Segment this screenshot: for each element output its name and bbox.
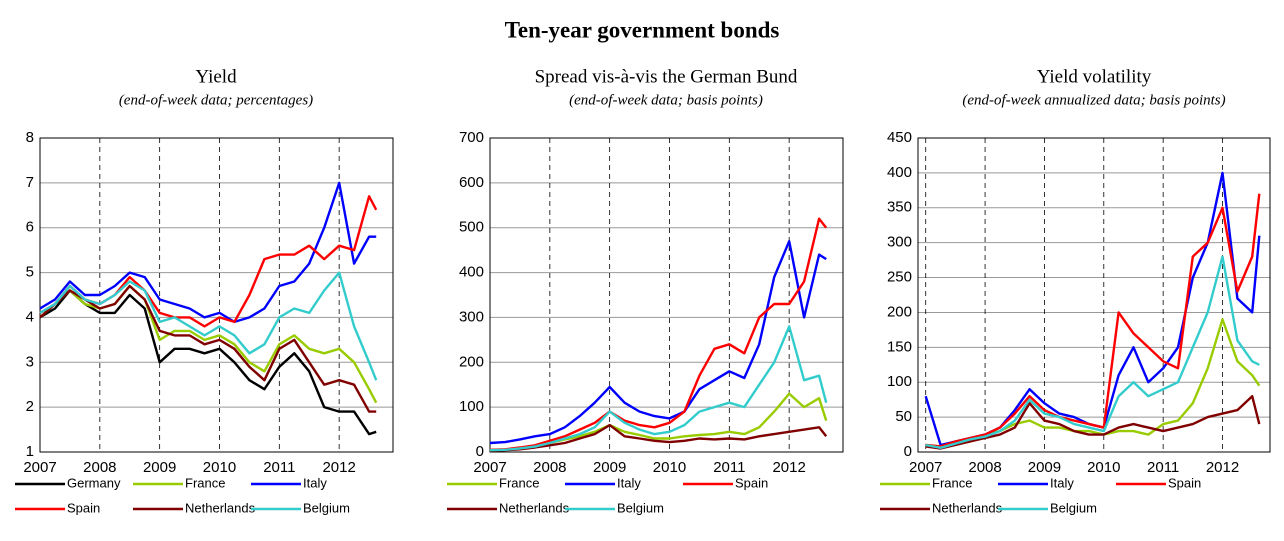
x-tick-label: 2011	[263, 459, 295, 476]
x-tick-label: 2008	[968, 459, 1001, 476]
legend-label: Spain	[1168, 475, 1201, 490]
y-tick-label: 300	[459, 308, 484, 325]
y-tick-label: 0	[476, 443, 484, 460]
y-tick-label: 100	[459, 398, 484, 415]
y-tick-label: 4	[26, 308, 34, 325]
legend-label: Germany	[67, 475, 121, 490]
legend-label: France	[932, 475, 972, 490]
plot-frame	[489, 137, 844, 453]
plot-frame	[917, 137, 1271, 453]
y-tick-label: 8	[26, 129, 34, 146]
x-tick-label: 2009	[593, 459, 626, 476]
y-tick-label: 400	[887, 164, 912, 181]
legend-label: Italy	[303, 475, 327, 490]
x-tick-label: 2009	[1028, 459, 1061, 476]
x-tick-label: 2009	[143, 459, 176, 476]
legend-label: Belgium	[1050, 500, 1097, 515]
y-tick-label: 5	[26, 264, 34, 281]
y-tick-label: 2	[26, 398, 34, 415]
series-line	[39, 284, 377, 413]
y-tick-label: 200	[887, 303, 912, 320]
legend-label: Netherlands	[185, 500, 256, 515]
legend-label: Spain	[735, 475, 768, 490]
legend-label: Italy	[1050, 475, 1074, 490]
x-tick-label: 2012	[772, 459, 805, 476]
series-line	[489, 240, 827, 445]
chart-title: Spread vis-à-vis the German Bund	[535, 66, 798, 87]
chart-subtitle: (end-of-week data; percentages)	[119, 92, 313, 108]
y-tick-label: 50	[895, 408, 912, 425]
legend-label: Belgium	[617, 500, 664, 515]
y-tick-label: 1	[26, 443, 34, 460]
x-tick-label: 2008	[83, 459, 116, 476]
y-tick-label: 3	[26, 353, 34, 370]
y-tick-label: 250	[887, 269, 912, 286]
chart-subtitle: (end-of-week annualized data; basis poin…	[962, 92, 1225, 108]
legend-label: France	[499, 475, 539, 490]
series-line	[39, 289, 377, 436]
y-tick-label: 600	[459, 174, 484, 191]
chart-subtitle: (end-of-week data; basis points)	[569, 92, 763, 108]
y-tick-label: 7	[26, 174, 34, 191]
series-line	[489, 217, 828, 451]
y-tick-label: 400	[459, 264, 484, 281]
legend-label: Italy	[617, 475, 641, 490]
x-tick-label: 2012	[1206, 459, 1239, 476]
y-tick-label: 500	[459, 219, 484, 236]
x-tick-label: 2011	[713, 459, 745, 476]
x-tick-label: 2007	[473, 459, 506, 476]
y-tick-label: 350	[887, 199, 912, 216]
legend-label: Netherlands	[932, 500, 1003, 515]
legend-label: Netherlands	[499, 500, 570, 515]
y-tick-label: 450	[887, 129, 912, 146]
x-tick-label: 2011	[1147, 459, 1179, 476]
series-line	[925, 255, 1260, 449]
legend-label: Belgium	[303, 500, 350, 515]
y-tick-label: 6	[26, 219, 34, 236]
y-tick-label: 300	[887, 234, 912, 251]
series-line	[39, 271, 378, 381]
series-line	[925, 395, 1261, 450]
y-tick-label: 0	[904, 443, 912, 460]
x-tick-label: 2010	[203, 459, 236, 476]
x-tick-label: 2010	[1087, 459, 1120, 476]
y-tick-label: 200	[459, 353, 484, 370]
legend-label: Spain	[67, 500, 100, 515]
x-tick-label: 2007	[909, 459, 942, 476]
series-line	[489, 423, 828, 452]
y-tick-label: 700	[459, 129, 484, 146]
series-line	[489, 325, 828, 452]
figure-title: Ten-year government bonds	[505, 17, 780, 42]
plot-frame	[39, 137, 394, 453]
series-line	[39, 181, 377, 324]
x-tick-label: 2012	[322, 459, 355, 476]
x-tick-label: 2008	[533, 459, 566, 476]
x-tick-label: 2007	[23, 459, 56, 476]
x-tick-label: 2010	[653, 459, 686, 476]
y-tick-label: 150	[887, 338, 912, 355]
series-line	[925, 193, 1261, 448]
chart-title: Yield	[195, 66, 237, 87]
legend-label: France	[185, 475, 225, 490]
y-tick-label: 100	[887, 373, 912, 390]
chart-title: Yield volatility	[1037, 66, 1152, 87]
